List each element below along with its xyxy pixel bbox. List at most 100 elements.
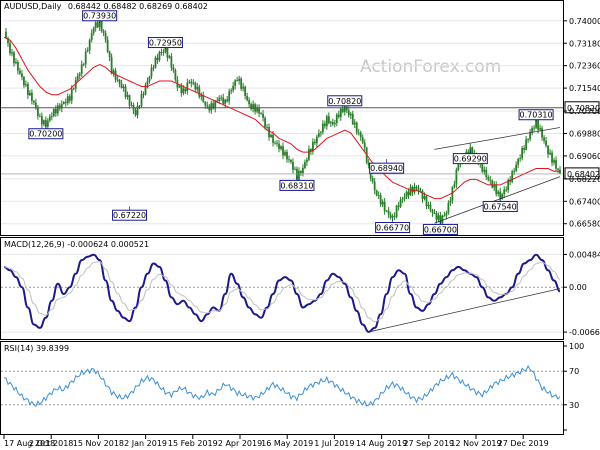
candle-body xyxy=(405,191,408,197)
candle-body xyxy=(198,86,201,97)
candle-body xyxy=(481,161,484,172)
candle-body xyxy=(375,190,378,196)
candle-body xyxy=(379,195,382,205)
annotation-box xyxy=(482,200,518,212)
candle-body xyxy=(190,81,193,84)
candle-body xyxy=(451,187,454,201)
candle-body xyxy=(431,210,434,214)
candle-body xyxy=(403,196,406,199)
candle-body xyxy=(166,47,169,58)
candle-body xyxy=(164,47,167,52)
candle-body xyxy=(541,128,543,138)
candle-body xyxy=(501,194,504,199)
candle-body xyxy=(186,82,189,92)
candle-body xyxy=(242,86,245,89)
candle-body xyxy=(311,141,314,152)
annotation-label: 0.67220 xyxy=(113,211,146,220)
candle-body xyxy=(30,92,33,101)
candle-body xyxy=(194,82,197,90)
candle-body xyxy=(96,22,99,28)
candle-body xyxy=(138,105,141,107)
candle-body xyxy=(557,168,559,170)
macd-tick-label: 0.00 xyxy=(569,283,587,292)
price-tick-label: 0.71540 xyxy=(569,84,600,93)
candle-body xyxy=(100,19,103,31)
candle-body xyxy=(547,145,549,155)
candle-body xyxy=(84,51,87,65)
candle-body xyxy=(335,114,338,123)
candle-body xyxy=(319,132,322,134)
candle-body xyxy=(449,200,452,203)
candle-body xyxy=(288,159,290,161)
candle-body xyxy=(212,103,215,109)
annotation-label: 0.73930 xyxy=(83,12,116,21)
candle-body xyxy=(264,117,266,128)
macd-tick-label: -0.006624 xyxy=(569,328,600,337)
candle-body xyxy=(256,107,258,112)
candle-body xyxy=(21,73,23,78)
candle-body xyxy=(331,122,334,125)
candle-body xyxy=(495,184,498,195)
candle-body xyxy=(315,136,318,144)
candle-body xyxy=(515,164,518,171)
candle-body xyxy=(555,160,557,169)
candle-body xyxy=(250,104,253,110)
candle-body xyxy=(359,132,362,138)
candle-body xyxy=(64,102,67,104)
candle-body xyxy=(54,108,57,114)
candle-body xyxy=(76,75,79,81)
candle-body xyxy=(349,113,352,116)
candle-body xyxy=(487,177,490,180)
candle-body xyxy=(82,64,85,66)
candle-body xyxy=(72,88,75,90)
candle-body xyxy=(98,19,101,28)
candle-body xyxy=(395,205,398,217)
candle-body xyxy=(527,139,530,140)
candle-body xyxy=(357,132,360,134)
current-price-label: 0.68402 xyxy=(567,170,600,179)
candle-body xyxy=(152,67,155,69)
candle-body xyxy=(337,114,340,118)
candle-body xyxy=(381,201,384,205)
candle-body xyxy=(529,132,532,140)
candle-body xyxy=(172,67,175,71)
candle-body xyxy=(445,212,448,216)
candle-body xyxy=(397,205,400,207)
candle-body xyxy=(533,127,535,129)
candle-body xyxy=(415,186,418,189)
candle-body xyxy=(441,215,444,224)
candle-body xyxy=(543,137,545,141)
rsi-tick-label: 100 xyxy=(569,342,584,351)
annotation-box xyxy=(147,37,183,49)
candle-body xyxy=(511,171,514,182)
candle-body xyxy=(74,80,77,89)
candle-body xyxy=(262,113,264,118)
candle-body xyxy=(421,190,424,199)
candle-body xyxy=(27,84,29,96)
candle-body xyxy=(228,91,231,102)
candle-body xyxy=(214,100,217,109)
candle-body xyxy=(290,159,292,162)
candle-body xyxy=(36,107,39,117)
annotation-box xyxy=(82,10,118,22)
candle-body xyxy=(345,106,348,111)
candle-body xyxy=(389,214,392,218)
candle-body xyxy=(140,94,143,107)
price-tick-label: 0.69880 xyxy=(569,129,600,138)
candle-body xyxy=(308,149,310,160)
candle-body xyxy=(306,159,308,163)
candle-body xyxy=(11,52,13,54)
moving-average-line xyxy=(3,36,560,200)
candle-body xyxy=(282,146,284,156)
candle-body xyxy=(144,84,147,95)
candle-body xyxy=(503,189,506,195)
annotation-label: 0.68310 xyxy=(280,181,313,190)
candle-body xyxy=(272,134,274,143)
candle-body xyxy=(15,61,17,64)
rsi-tick-label: 30 xyxy=(569,401,579,410)
candle-body xyxy=(46,120,49,127)
candle-body xyxy=(50,115,53,117)
candle-body xyxy=(88,39,91,51)
candle-body xyxy=(112,70,115,74)
